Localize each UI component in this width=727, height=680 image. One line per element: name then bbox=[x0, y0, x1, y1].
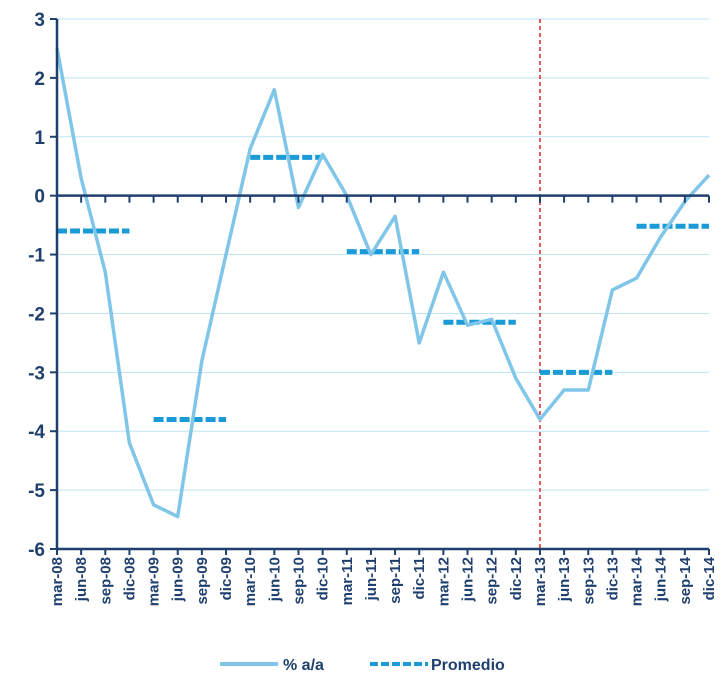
y-tick-label: -2 bbox=[28, 304, 45, 325]
x-tick-label: mar-14 bbox=[629, 556, 646, 606]
x-tick-label: sep-13 bbox=[580, 557, 597, 605]
x-tick-label: jun-08 bbox=[73, 557, 90, 602]
y-tick-label: -5 bbox=[28, 481, 45, 502]
x-tick-label: mar-13 bbox=[532, 557, 549, 606]
legend-label-promedio: Promedio bbox=[431, 657, 505, 674]
x-tick-label: mar-12 bbox=[435, 557, 452, 606]
series-line bbox=[55, 48, 711, 519]
x-tick-label: dic-08 bbox=[121, 557, 138, 600]
x-tick-label: sep-14 bbox=[677, 556, 694, 604]
x-tick-label: jun-09 bbox=[170, 557, 187, 602]
x-tick-label: jun-13 bbox=[556, 557, 573, 602]
x-tick-label: mar-08 bbox=[49, 557, 66, 606]
x-tick-label: mar-11 bbox=[339, 557, 356, 605]
x-tick-label: dic-11 bbox=[411, 557, 428, 600]
x-tick-label: jun-14 bbox=[653, 556, 670, 602]
y-tick-label: -4 bbox=[28, 422, 45, 443]
y-tick-label: 0 bbox=[34, 187, 45, 208]
series-pct-yoy bbox=[55, 48, 711, 519]
x-tick-label: mar-10 bbox=[242, 557, 259, 606]
x-tick-label: sep-12 bbox=[484, 557, 501, 605]
x-tick-label: jun-10 bbox=[266, 557, 283, 602]
gridlines bbox=[57, 18, 709, 550]
series-promedio bbox=[57, 154, 709, 422]
x-tick-label: dic-09 bbox=[218, 557, 235, 600]
x-tick-label: dic-13 bbox=[604, 557, 621, 600]
y-tick-label: 2 bbox=[34, 69, 45, 90]
legend: % a/a Promedio bbox=[220, 657, 505, 674]
legend-label-pct-yoy: % a/a bbox=[283, 657, 324, 674]
x-tick-labels: mar-08 jun-08 sep-08 dic-08 mar-09 jun-09 sep-… bbox=[49, 556, 718, 606]
y-tick-label: 1 bbox=[34, 128, 45, 149]
x-tick-label: sep-11 bbox=[387, 557, 404, 604]
x-tick-label: sep-10 bbox=[290, 557, 307, 605]
x-tick-label: mar-09 bbox=[146, 557, 163, 606]
y-tick-label: 3 bbox=[34, 10, 45, 31]
x-tick-label: sep-08 bbox=[97, 557, 114, 605]
y-tick-labels: 3 2 1 0 -1 -2 -3 -4 -5 -6 bbox=[28, 10, 45, 561]
y-tick-label: -6 bbox=[28, 540, 45, 561]
y-tick-label: -1 bbox=[28, 246, 45, 267]
x-tick-label: dic-10 bbox=[315, 557, 332, 600]
x-tick-label: sep-09 bbox=[194, 557, 211, 605]
y-tick-label: -3 bbox=[28, 363, 45, 384]
x-tick-label: jun-11 bbox=[363, 557, 380, 601]
x-tick-label: dic-14 bbox=[701, 556, 718, 600]
axes bbox=[50, 18, 710, 555]
x-tick-label: dic-12 bbox=[508, 557, 525, 600]
x-tick-label: jun-12 bbox=[460, 557, 477, 602]
